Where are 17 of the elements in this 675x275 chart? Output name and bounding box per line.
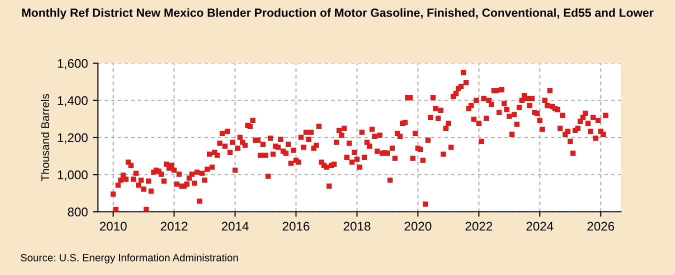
x-tick-label: 2026 <box>587 222 614 231</box>
x-tick-label: 2022 <box>466 222 492 231</box>
x-tick-label: 2024 <box>526 222 554 231</box>
chart-title: Monthly Ref District New Mexico Blender Production of Motor Gasoline, Finished, Conventional, Ed55 and Lower <box>22 8 654 20</box>
y-tick-label: 1,000 <box>58 170 88 181</box>
y-tick-label: 800 <box>68 208 88 216</box>
y-axis-title: Thousand Barrels <box>40 94 50 182</box>
y-tick-label: 1,600 <box>58 59 88 70</box>
x-tick-label: 2012 <box>160 222 188 231</box>
y-tick-label: 1,400 <box>58 96 88 107</box>
x-tick-label: 2018 <box>344 222 370 231</box>
y-tick-label: 1,200 <box>58 133 88 144</box>
x-tick-label: 2020 <box>404 222 432 231</box>
x-tick-label: 2014 <box>222 222 249 231</box>
x-tick-label: 2016 <box>282 222 310 231</box>
source-note: Source: U.S. Energy Information Administration <box>20 254 238 264</box>
x-tick-label: 2010 <box>100 222 127 231</box>
